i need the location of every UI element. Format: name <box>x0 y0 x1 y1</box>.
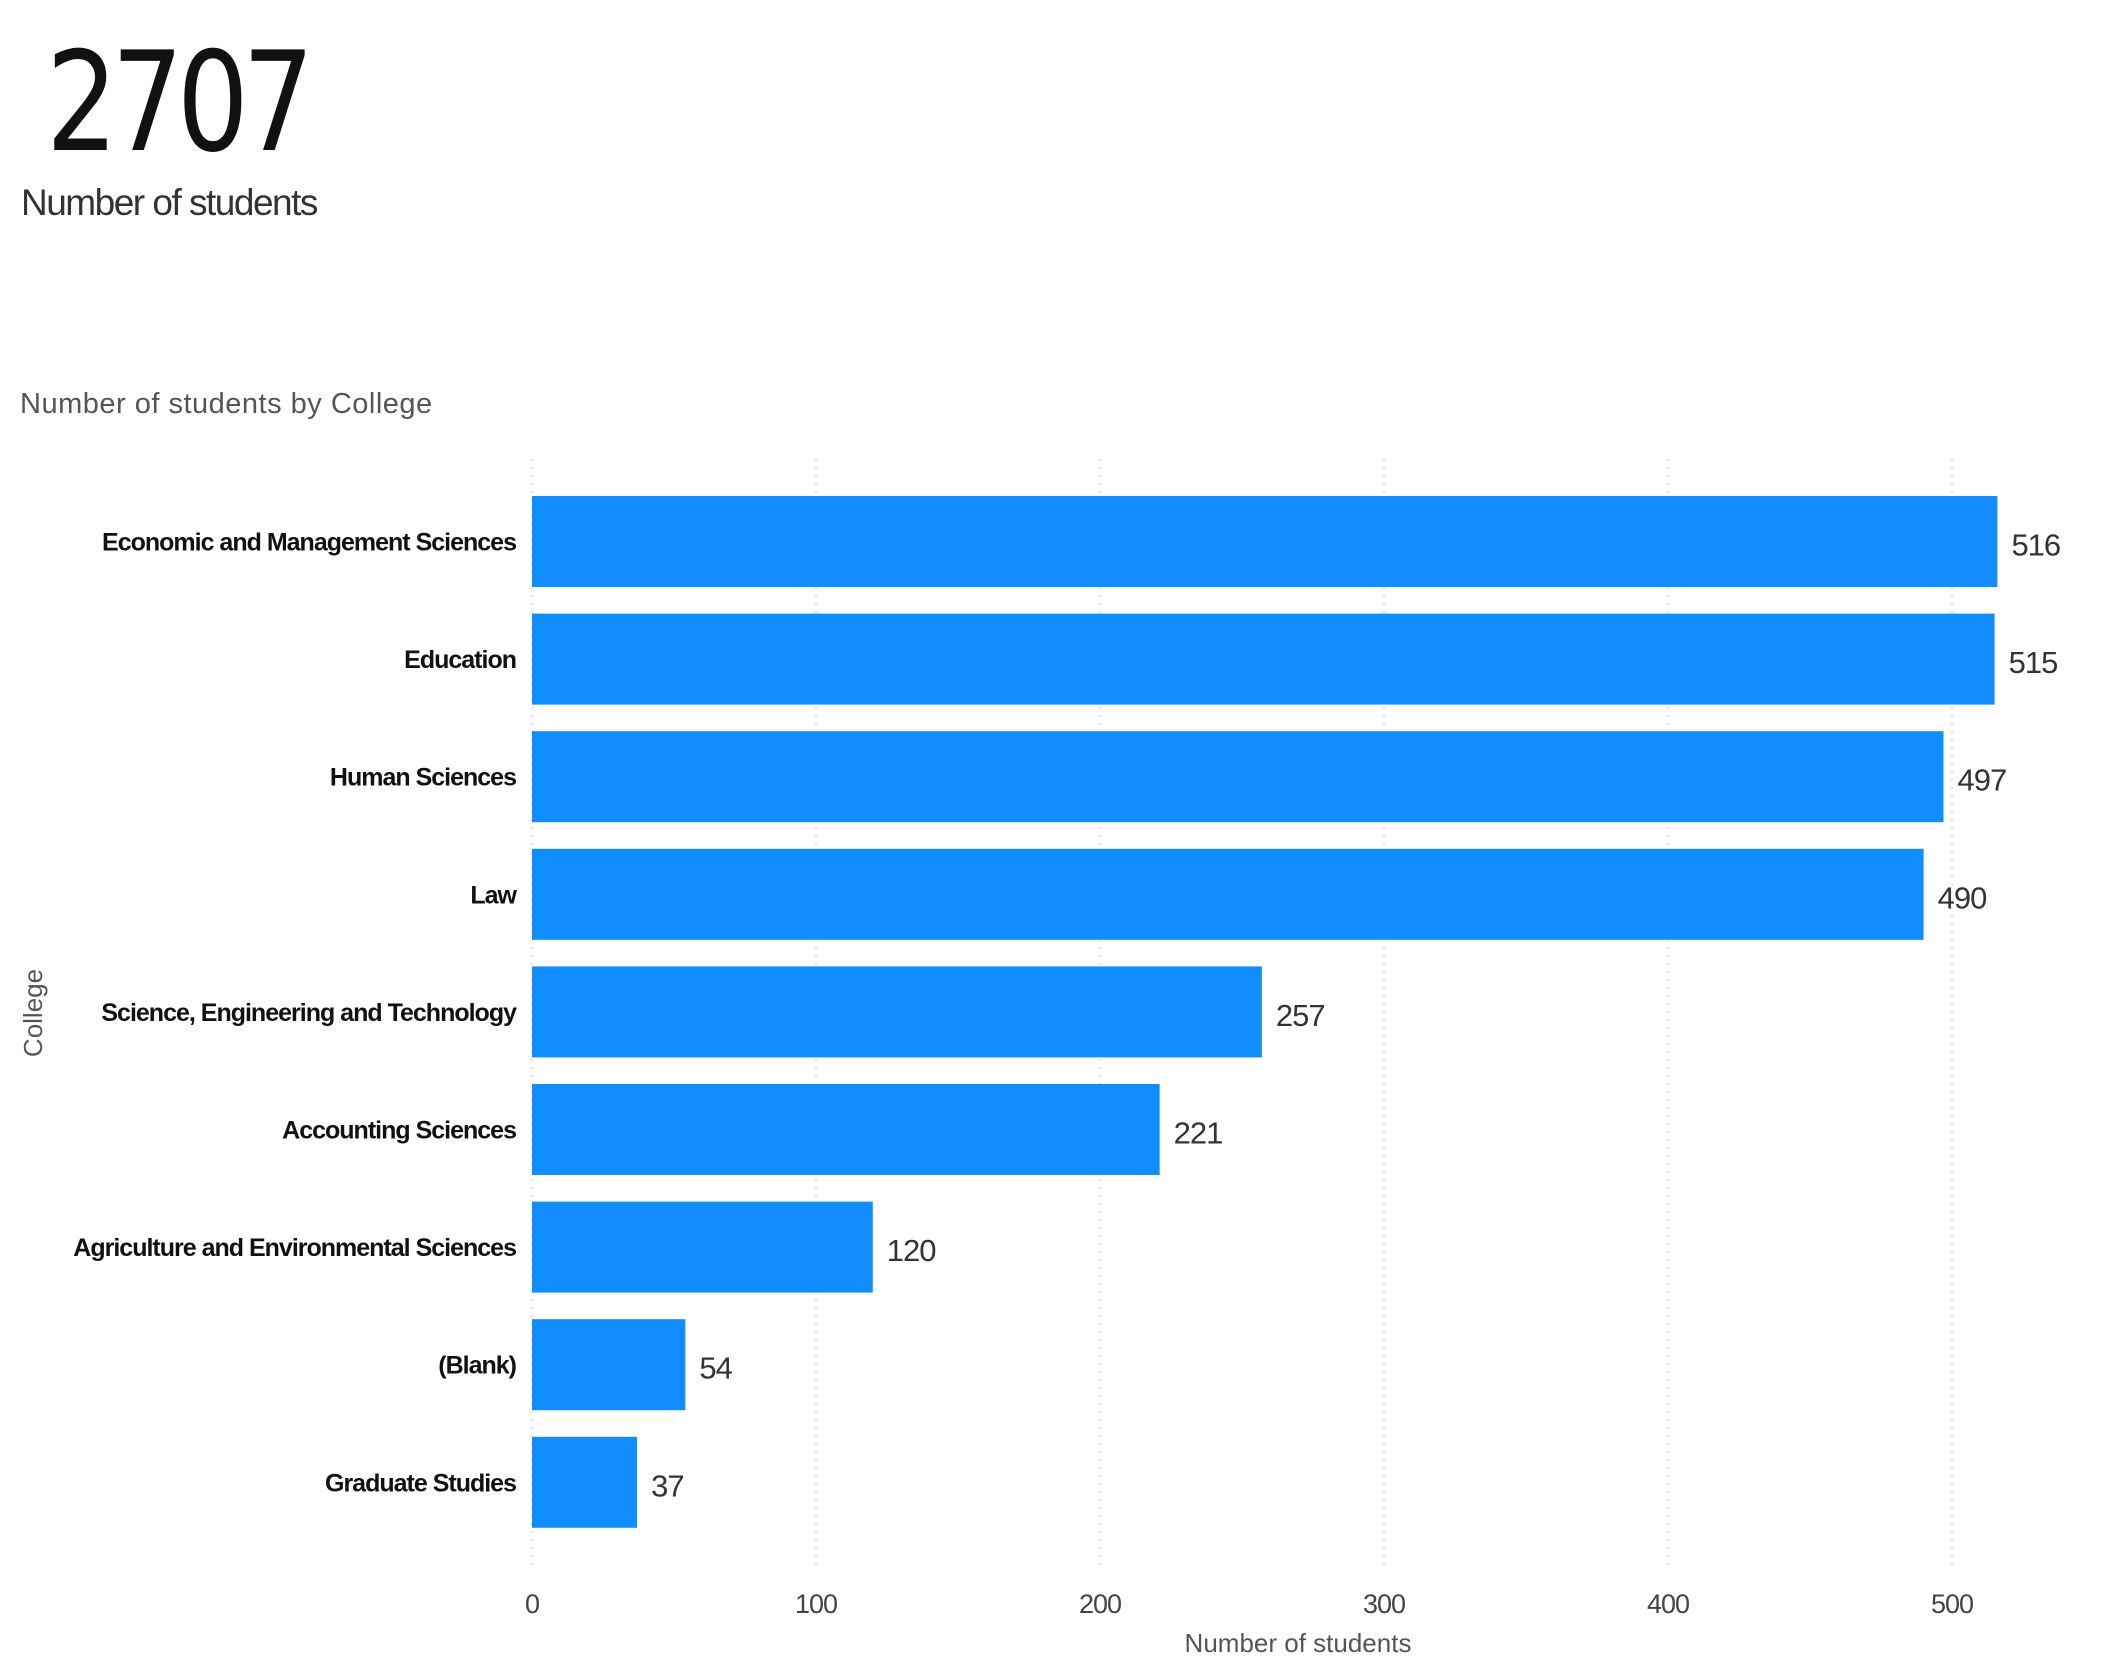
category-label: Economic and Management Sciences <box>102 529 516 557</box>
kpi-card-label: Number of students <box>21 182 318 223</box>
data-label: 37 <box>651 1468 683 1503</box>
data-label: 490 <box>1938 880 1987 915</box>
data-label: 120 <box>887 1233 936 1268</box>
bar[interactable] <box>532 1319 686 1411</box>
category-label: Graduate Studies <box>325 1469 516 1497</box>
x-axis-title: Number of students <box>1185 1628 1412 1658</box>
bar[interactable] <box>532 1436 638 1528</box>
x-tick-label: 300 <box>1363 1589 1405 1619</box>
category-label: Science, Engineering and Technology <box>101 999 517 1027</box>
bar[interactable] <box>532 848 1924 940</box>
x-tick-label: 200 <box>1079 1589 1121 1619</box>
x-axis-ticks: 0 100 200 300 400 500 <box>525 1589 1974 1619</box>
data-label: 221 <box>1174 1116 1223 1151</box>
category-label: Human Sciences <box>330 764 516 792</box>
category-label: Law <box>470 881 517 909</box>
x-tick-label: 100 <box>795 1589 837 1619</box>
bar[interactable] <box>532 496 1998 587</box>
x-tick-label: 400 <box>1647 1589 1689 1619</box>
kpi-card-value: 2707 <box>46 22 314 183</box>
x-tick-label: 500 <box>1931 1589 1973 1619</box>
x-tick-label: 0 <box>525 1589 539 1619</box>
bar[interactable] <box>532 1084 1160 1175</box>
data-label: 257 <box>1276 998 1325 1033</box>
data-label: 515 <box>2009 645 2058 680</box>
data-label: 497 <box>1957 763 2006 798</box>
category-label: Agriculture and Environmental Sciences <box>73 1234 516 1262</box>
chart-title: Number of students by College <box>20 388 433 420</box>
category-label: Education <box>404 646 516 674</box>
bar[interactable] <box>532 613 1995 705</box>
category-label: Accounting Sciences <box>282 1117 516 1145</box>
data-label: 516 <box>2011 528 2060 563</box>
data-label: 54 <box>699 1351 732 1386</box>
bar[interactable] <box>532 1201 873 1293</box>
bar[interactable] <box>532 731 1944 823</box>
category-label: (Blank) <box>438 1352 516 1380</box>
y-axis-title: College <box>18 969 48 1057</box>
bar[interactable] <box>532 966 1262 1058</box>
bars: Economic and Management Sciences 516 Educa… <box>73 496 2061 1528</box>
